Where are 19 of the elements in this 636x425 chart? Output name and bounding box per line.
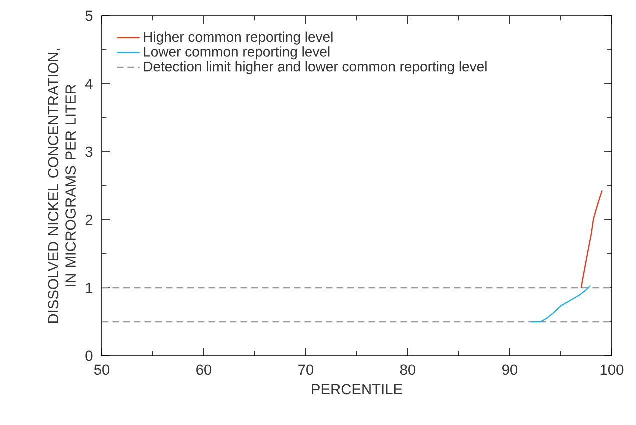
x-tick-label: 50 [94, 364, 110, 376]
y-tick-label: 0 [86, 350, 93, 362]
legend-label: Higher common reporting level [144, 32, 333, 45]
x-tick-label: 70 [298, 364, 314, 376]
x-tick-label: 100 [600, 364, 624, 376]
x-tick-label: 80 [400, 364, 416, 376]
y-tick-label: 5 [86, 10, 93, 22]
y-tick-label: 4 [85, 78, 93, 90]
y-tick-label: 3 [86, 146, 93, 158]
y-axis-title: DISSOLVED NICKEL CONCENTRATION, IN MICROGRAMS PER LITER [48, 49, 76, 324]
line-series [580, 190, 603, 289]
line-series [530, 285, 592, 323]
x-axis-title: PERCENTILE [312, 384, 402, 395]
x-tick-label: 90 [502, 364, 518, 376]
y-tick-label: 2 [86, 214, 93, 226]
legend-label: Detection limit higher and lower common reporting level [144, 61, 487, 74]
legend-label: Lower common reporting level [144, 46, 330, 60]
y-tick-label: 1 [86, 282, 93, 294]
x-tick-label: 60 [196, 364, 212, 376]
